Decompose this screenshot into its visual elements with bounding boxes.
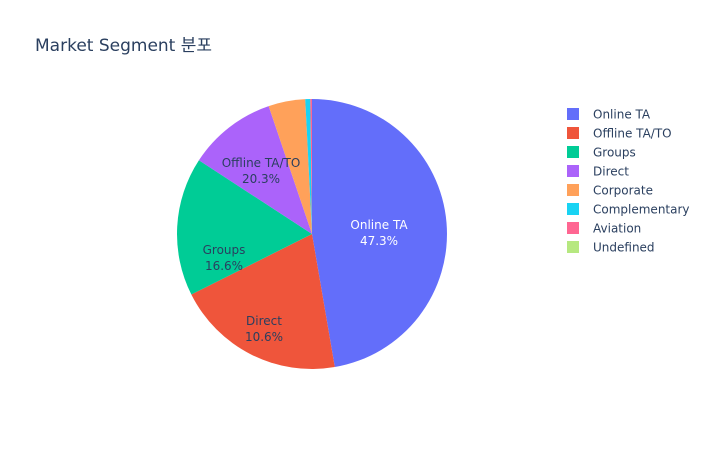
pie-slice-online-ta[interactable] bbox=[312, 99, 447, 368]
legend-item-offline-ta-to[interactable]: Offline TA/TO bbox=[567, 127, 672, 141]
pie-slices bbox=[176, 98, 447, 369]
pie-slice-corporate[interactable] bbox=[268, 99, 312, 234]
legend-item-aviation[interactable]: Aviation bbox=[567, 222, 641, 236]
slice-percent-offline-ta-to: 20.3% bbox=[242, 172, 280, 186]
legend-label-corporate: Corporate bbox=[593, 184, 653, 198]
legend-swatch-offline-ta-to bbox=[567, 127, 579, 139]
legend-item-corporate[interactable]: Corporate bbox=[567, 184, 653, 198]
legend-swatch-online-ta bbox=[567, 108, 579, 120]
legend-swatch-direct bbox=[567, 165, 579, 177]
slice-label-groups: Groups bbox=[203, 243, 246, 257]
pie-slice-groups[interactable] bbox=[176, 160, 312, 295]
legend-label-offline-ta-to: Offline TA/TO bbox=[593, 127, 672, 141]
legend-swatch-corporate bbox=[567, 184, 579, 196]
pie-slice-complementary[interactable] bbox=[305, 99, 312, 234]
slice-label-online-ta: Online TA bbox=[350, 218, 408, 232]
pie-slice-direct[interactable] bbox=[198, 106, 312, 234]
legend-swatch-aviation bbox=[567, 222, 579, 234]
pie-slice-offline-ta-to[interactable] bbox=[191, 234, 335, 369]
legend-label-groups: Groups bbox=[593, 146, 636, 160]
slice-label-direct: Direct bbox=[246, 314, 282, 328]
legend-item-undefined[interactable]: Undefined bbox=[567, 241, 655, 255]
slice-percent-online-ta: 47.3% bbox=[360, 234, 398, 248]
legend-item-online-ta[interactable]: Online TA bbox=[567, 108, 651, 122]
legend-swatch-complementary bbox=[567, 203, 579, 215]
slice-percent-groups: 16.6% bbox=[205, 259, 243, 273]
slice-label-offline-ta-to: Offline TA/TO bbox=[222, 156, 301, 170]
slice-labels: Online TA 47.3% Offline TA/TO 20.3% Groups 16… bbox=[203, 156, 409, 344]
legend-label-aviation: Aviation bbox=[593, 222, 641, 236]
chart-title: Market Segment 분포 bbox=[35, 36, 212, 56]
legend-swatch-undefined bbox=[567, 241, 579, 253]
legend-item-groups[interactable]: Groups bbox=[567, 146, 636, 160]
legend-label-online-ta: Online TA bbox=[593, 108, 651, 122]
legend-item-direct[interactable]: Direct bbox=[567, 165, 629, 179]
legend-label-direct: Direct bbox=[593, 165, 629, 179]
legend-label-complementary: Complementary bbox=[593, 203, 690, 217]
legend-item-complementary[interactable]: Complementary bbox=[567, 203, 690, 217]
pie-slice-aviation[interactable] bbox=[310, 98, 312, 234]
legend-swatch-groups bbox=[567, 146, 579, 158]
legend: Online TA Offline TA/TO Groups Direct Corpor… bbox=[567, 108, 690, 255]
slice-percent-direct: 10.6% bbox=[245, 330, 283, 344]
legend-label-undefined: Undefined bbox=[593, 241, 655, 255]
